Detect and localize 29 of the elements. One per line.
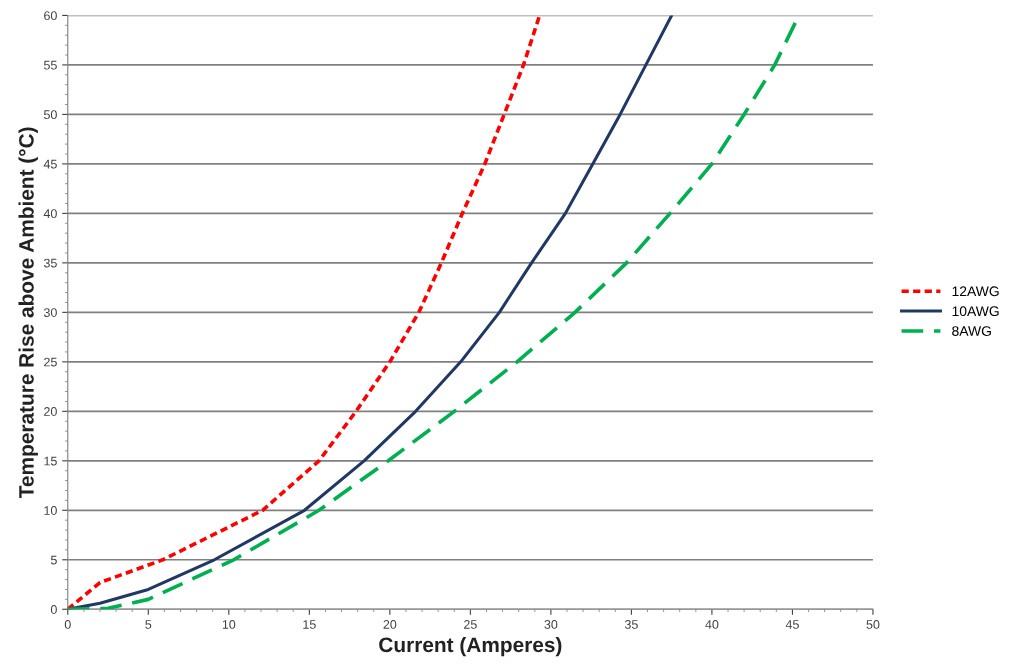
y-tick-label: 50 <box>43 110 57 120</box>
y-tick-label: 20 <box>44 407 57 416</box>
x-tick-label: 5 <box>145 620 152 629</box>
y-tick-label: 25 <box>44 357 57 367</box>
x-axis-title: Current (Amperes) <box>379 636 562 657</box>
x-tick-label: 40 <box>705 620 719 629</box>
y-tick-label: 30 <box>43 308 57 317</box>
x-tick-label: 30 <box>544 620 558 629</box>
y-tick-label: 10 <box>44 506 57 515</box>
y-tick-label: 35 <box>43 258 57 268</box>
x-tick-label: 20 <box>383 620 397 629</box>
x-tick-label: 15 <box>303 620 316 629</box>
x-tick-label: 25 <box>464 620 477 629</box>
y-tick-label: 40 <box>43 209 57 219</box>
legend-label: 12AWG <box>952 286 999 297</box>
x-tick-label: 0 <box>64 620 71 629</box>
y-axis-title: Temperature Rise above Ambient (°C) <box>18 127 38 499</box>
x-tick-label: 35 <box>624 620 638 629</box>
legend-label: 8AWG <box>952 326 991 336</box>
y-tick-label: 45 <box>43 159 57 169</box>
x-tick-label: 50 <box>866 620 880 629</box>
x-tick-label: 45 <box>785 620 799 629</box>
y-tick-label: 5 <box>50 555 57 565</box>
y-tick-label: 15 <box>44 456 57 466</box>
x-tick-label: 10 <box>222 620 236 629</box>
y-tick-label: 55 <box>43 60 57 70</box>
y-tick-label: 60 <box>44 11 57 21</box>
legend-label: 10AWG <box>952 306 999 317</box>
y-tick-label: 0 <box>50 605 57 614</box>
